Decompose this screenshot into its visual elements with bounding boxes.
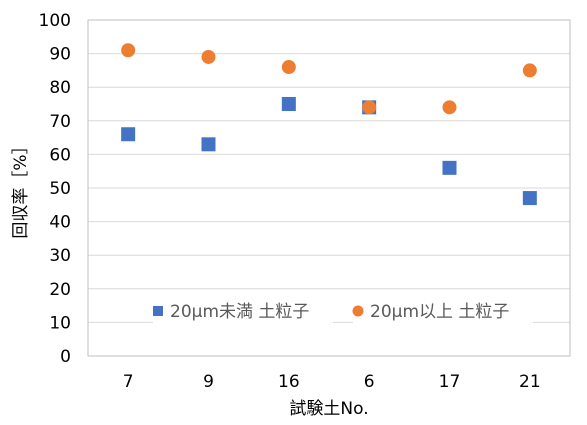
plot-area	[87, 19, 571, 357]
x-tick-label: 9	[203, 372, 214, 392]
legend-marker	[352, 305, 364, 317]
legend-marker	[153, 306, 163, 316]
square-data-point	[121, 127, 136, 142]
circle-data-point	[121, 43, 136, 58]
square-data-point	[522, 191, 537, 206]
square-data-point	[442, 160, 457, 175]
y-axis-ticks: 0 10 20 30 40 50 60 70 80 90 100	[39, 11, 71, 367]
y-tick-label: 100	[39, 11, 71, 31]
y-tick-label: 20	[49, 280, 71, 300]
y-tick-label: 40	[49, 213, 71, 233]
legend-label: 20μm以上 土粒子	[370, 302, 509, 322]
circle-data-point	[201, 49, 216, 64]
data-points	[121, 43, 537, 206]
y-tick-label: 50	[49, 179, 71, 199]
x-tick-label: 21	[519, 372, 541, 392]
x-tick-label: 16	[278, 372, 300, 392]
y-tick-label: 0	[60, 347, 71, 367]
x-axis-ticks: 7 9 16 6 17 21	[123, 372, 541, 392]
x-tick-label: 7	[123, 372, 134, 392]
circle-data-point	[522, 63, 537, 78]
x-axis-label: 試験土No.	[289, 399, 368, 419]
y-tick-label: 80	[49, 78, 71, 98]
y-tick-label: 90	[49, 45, 71, 65]
legend-background	[353, 298, 533, 324]
y-tick-label: 70	[49, 112, 71, 132]
y-tick-label: 10	[49, 313, 71, 333]
y-tick-label: 60	[49, 145, 71, 165]
x-tick-label: 6	[364, 372, 375, 392]
y-axis-label: 回収率［%］	[11, 137, 31, 238]
circle-data-point	[442, 100, 457, 115]
square-data-point	[201, 137, 216, 152]
circle-data-point	[362, 100, 377, 115]
legend-background	[153, 298, 333, 324]
square-data-point	[281, 97, 296, 111]
legend-label: 20μm未満 土粒子	[170, 302, 309, 322]
y-tick-label: 30	[49, 246, 71, 266]
legend: 20μm未満 土粒子 20μm以上 土粒子	[153, 298, 533, 324]
x-tick-label: 17	[439, 372, 461, 392]
circle-data-point	[281, 60, 296, 75]
